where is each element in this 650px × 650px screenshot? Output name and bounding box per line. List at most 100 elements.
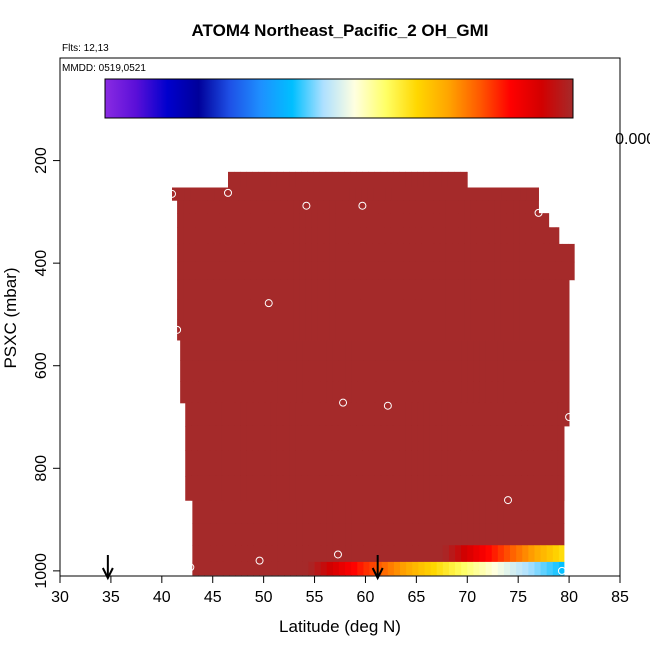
heatmap-cell	[271, 381, 279, 404]
heatmap-cell	[433, 261, 441, 281]
heatmap-cell	[343, 187, 350, 201]
heatmap-cell	[331, 402, 339, 427]
sample-point	[224, 188, 232, 197]
heatmap-cell	[387, 545, 395, 563]
heatmap-cell	[262, 213, 270, 228]
heatmap-cell	[537, 261, 545, 281]
heatmap-cell	[189, 243, 196, 263]
heatmap-cell	[348, 227, 355, 245]
heatmap-cell	[429, 171, 437, 188]
x-axis-label: Latitude (deg N)	[279, 617, 401, 636]
heatmap-cell	[225, 299, 233, 320]
heatmap-cell	[293, 200, 300, 214]
heatmap-cell	[268, 261, 276, 281]
heatmap-cell	[222, 545, 230, 563]
heatmap-cell	[180, 381, 187, 404]
heatmap-cell	[409, 243, 416, 263]
heatmap-cell	[445, 319, 453, 341]
heatmap-cell	[213, 243, 221, 263]
heatmap-cell	[284, 360, 291, 382]
heatmap-cell	[392, 402, 400, 427]
heatmap-cell	[422, 187, 429, 201]
heatmap-cell	[329, 299, 337, 320]
heatmap-cell	[329, 213, 337, 228]
heatmap-cell	[458, 279, 465, 300]
heatmap-cell	[513, 227, 520, 245]
heatmap-cell	[280, 261, 288, 281]
heatmap-cell	[557, 425, 565, 451]
heatmap-cell	[295, 425, 302, 451]
heatmap-cell	[417, 171, 424, 188]
heatmap-cell	[418, 340, 425, 361]
heatmap-cell	[441, 450, 449, 477]
heatmap-cell	[403, 261, 410, 281]
heatmap-cell	[452, 200, 459, 214]
heatmap-cell	[429, 402, 437, 427]
heatmap-cell	[386, 475, 394, 501]
heatmap-cell	[415, 227, 422, 245]
heatmap-cell	[210, 561, 218, 576]
heatmap-cell	[494, 299, 502, 320]
x-axis: 30 35 40 45 50 55 60 65 70 75 80 85	[51, 576, 629, 606]
y-tick-label: 1000	[33, 553, 50, 589]
heatmap-cell	[531, 213, 538, 228]
heatmap-cell	[293, 213, 300, 228]
heatmap-cell	[378, 227, 386, 245]
heatmap-cell	[442, 360, 450, 382]
heatmap-cell	[448, 545, 456, 563]
heatmap-cell	[476, 213, 483, 228]
heatmap-cell	[513, 213, 520, 228]
heatmap-cell	[246, 402, 253, 427]
heatmap-cell	[546, 561, 554, 576]
heatmap-cell	[326, 360, 334, 382]
heatmap-cell	[421, 227, 428, 245]
y-tick-label: 600	[33, 352, 50, 379]
heatmap-cell	[390, 200, 398, 214]
heatmap-cell	[276, 171, 284, 188]
heatmap-cell	[519, 279, 526, 300]
heatmap-cell	[337, 171, 345, 188]
heatmap-cell	[433, 319, 441, 341]
heatmap-cell	[522, 500, 529, 524]
heatmap-cell	[348, 299, 355, 320]
heatmap-cell	[238, 227, 245, 245]
heatmap-cell	[195, 261, 202, 281]
heatmap-cell	[302, 561, 309, 576]
heatmap-cell	[209, 402, 217, 427]
heatmap-cell	[222, 340, 230, 361]
heatmap-cell	[381, 381, 389, 404]
heatmap-cell	[452, 319, 459, 341]
heatmap-cell	[513, 279, 520, 300]
heatmap-cell	[375, 500, 383, 524]
heatmap-cell	[429, 450, 437, 477]
heatmap-cell	[274, 243, 282, 263]
heatmap-cell	[375, 523, 383, 546]
heatmap-cell	[525, 200, 532, 214]
heatmap-cells	[172, 171, 575, 576]
heatmap-cell	[424, 360, 432, 382]
heatmap-cell	[366, 261, 373, 281]
heatmap-cell	[344, 450, 351, 477]
heatmap-cell	[312, 187, 320, 201]
heatmap-cell	[265, 523, 273, 546]
heatmap-cell	[375, 340, 383, 361]
heatmap-cell	[307, 402, 314, 427]
heatmap-cell	[313, 171, 321, 188]
heatmap-cell	[400, 523, 407, 546]
heatmap-cell	[445, 213, 453, 228]
heatmap-cell	[424, 500, 432, 524]
heatmap-cell	[427, 213, 435, 228]
heatmap-cell	[307, 450, 314, 477]
heatmap-cell	[344, 402, 351, 427]
heatmap-cell	[540, 381, 548, 404]
heatmap-cell	[287, 200, 294, 214]
heatmap-cell	[265, 360, 273, 382]
heatmap-cell	[384, 261, 392, 281]
heatmap-cell	[551, 475, 559, 501]
heatmap-cell	[342, 227, 349, 245]
heatmap-cell	[526, 187, 533, 201]
heatmap-cell	[397, 227, 404, 245]
heatmap-cell	[263, 187, 271, 201]
heatmap-cell	[561, 319, 569, 341]
heatmap-cell	[299, 319, 306, 341]
